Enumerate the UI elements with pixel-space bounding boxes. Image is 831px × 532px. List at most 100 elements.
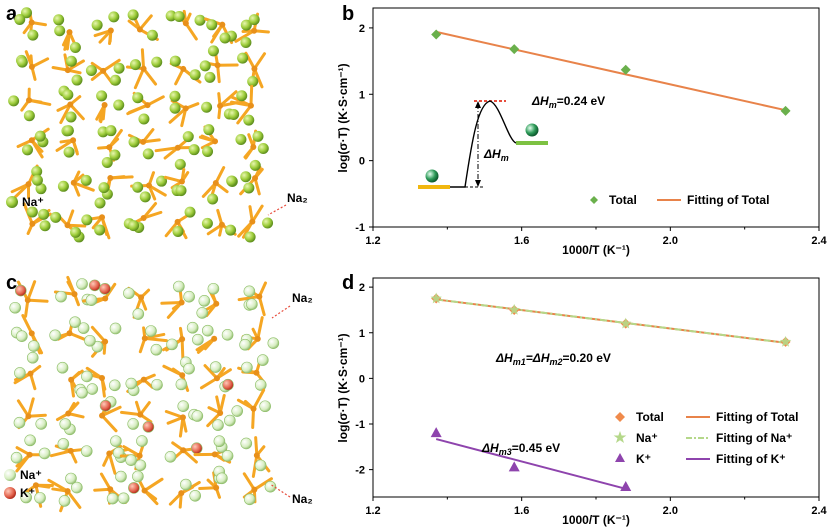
framework-node-111	[27, 370, 34, 377]
framework-node-199	[212, 138, 219, 145]
framework-node-292	[140, 214, 147, 221]
panel-d-activation12-label: ΔHm1=ΔHm2=0.20 eV	[495, 351, 611, 367]
framework-node-224	[67, 447, 74, 454]
na2-label-c-bottom: Na₂	[292, 492, 313, 506]
na-ion-52	[243, 285, 256, 298]
framework-bond-228	[108, 175, 134, 180]
framework-node-268	[29, 220, 36, 227]
d-ytick-label-4: 2	[359, 282, 365, 294]
panel-b-dhm-value: =0.24 eV	[557, 94, 605, 108]
framework-node-94	[214, 62, 221, 69]
na-ion-186	[128, 136, 140, 148]
na-ion-309	[216, 472, 228, 485]
panel-d-legend: Total Fitting of Total Na⁺ Fitting of Na…	[613, 410, 798, 466]
framework-bond-70	[101, 58, 121, 73]
framework-bond-185	[119, 410, 142, 417]
na-ion-210	[259, 400, 271, 413]
framework-node-145	[217, 102, 224, 109]
na-ion-261	[240, 171, 252, 183]
k-ion-189	[142, 421, 155, 433]
na-ion-5	[27, 29, 39, 41]
framework-node-41	[213, 300, 220, 307]
framework-bond-113	[59, 102, 72, 125]
dhm12-value: =0.20 eV	[563, 351, 611, 365]
na-ion-133	[132, 92, 144, 104]
k-ion-21	[88, 279, 101, 292]
na2-arrow-c-top	[271, 305, 291, 319]
legend-d-total-label: Total	[636, 410, 664, 424]
framework-bond-98	[252, 52, 267, 71]
framework-node-229	[107, 175, 114, 182]
na-ion-269	[26, 206, 38, 218]
d-xtick-label-0: 1.2	[365, 505, 380, 517]
framework-bond-288	[142, 210, 163, 220]
framework-node-34	[178, 299, 185, 306]
framework-bond-46	[234, 29, 256, 43]
framework-node-206	[250, 144, 257, 151]
na-ion-302	[172, 225, 184, 237]
framework-node-216	[26, 451, 33, 458]
na-ion-35	[183, 290, 195, 303]
na-ion-270	[34, 492, 46, 504]
na-ion-83	[145, 325, 157, 337]
framework-bond-176	[100, 405, 122, 418]
na-ion-193	[182, 131, 194, 143]
framework-bond-190	[154, 146, 180, 153]
framework-node-57	[28, 330, 35, 337]
na-ion-21	[108, 11, 120, 23]
na-ion-45	[219, 32, 231, 44]
framework-node-50	[251, 27, 258, 34]
d-xtick-label-2: 2.0	[663, 505, 678, 517]
na-ion-136	[125, 377, 138, 390]
na-ion-238	[156, 175, 168, 187]
na-ion-74	[109, 74, 121, 86]
na-ion-316	[262, 217, 274, 229]
na-ion-287	[94, 197, 106, 209]
na-ion-95	[204, 71, 216, 83]
panel-b-activation-label: ΔHm=0.24 eV	[531, 94, 605, 110]
legend-d-fit-total-label: Fitting of Total	[716, 410, 798, 424]
framework-node-12	[66, 29, 73, 36]
na-ion-51	[240, 19, 252, 31]
na-ion-148	[228, 108, 240, 120]
framework-bond-312	[250, 204, 264, 224]
na-ion-126	[96, 90, 108, 102]
inset-ion-initial	[425, 169, 439, 183]
framework-bond-273	[47, 478, 70, 493]
na-ion-58	[28, 340, 40, 352]
na-ion-263	[243, 182, 255, 194]
legend-na-ball-c	[4, 469, 16, 481]
framework-node-314	[249, 218, 256, 225]
na-ion-239	[132, 181, 144, 193]
panel-a-crystal-image	[8, 7, 274, 243]
framework-node-231	[106, 450, 113, 457]
framework-bond-193	[178, 415, 185, 438]
framework-node-87	[180, 65, 187, 72]
framework-node-103	[254, 335, 261, 342]
na-ion-89	[192, 333, 204, 346]
framework-node-276	[64, 488, 71, 495]
legend-d-na-label: Na⁺	[636, 431, 658, 445]
na-ion-113	[26, 351, 39, 364]
na-ion-167	[35, 418, 48, 430]
na-ion-144	[183, 362, 195, 375]
na-ion-295	[128, 220, 140, 232]
na-ion-232	[98, 182, 110, 194]
framework-bond-134	[168, 106, 188, 124]
panel-b-chart: b 1.2 1.6 2.0 2.4 -1 0 1 2 1000/T (K⁻¹) log(σ·T…	[336, 3, 828, 257]
na-ion-20	[85, 294, 98, 306]
na-ion-211	[231, 405, 244, 417]
legend-d-fit-k-label: Fitting of K⁺	[716, 452, 786, 466]
na-ion-196	[191, 410, 204, 422]
na-ion-91	[166, 338, 178, 351]
panel-b-ticks: 1.2 1.6 2.0 2.4 -1 0 1 2	[355, 23, 827, 247]
framework-bond-150	[236, 104, 253, 125]
na-ion-43	[196, 307, 209, 319]
na-ion-271	[38, 208, 50, 220]
na-ion-270	[39, 220, 51, 232]
dhm12-sub1: m1	[513, 357, 526, 367]
na-ion-171	[62, 125, 74, 137]
framework-node-58	[28, 63, 35, 70]
na-ion-75	[113, 62, 125, 74]
na-ion-120	[56, 361, 69, 374]
